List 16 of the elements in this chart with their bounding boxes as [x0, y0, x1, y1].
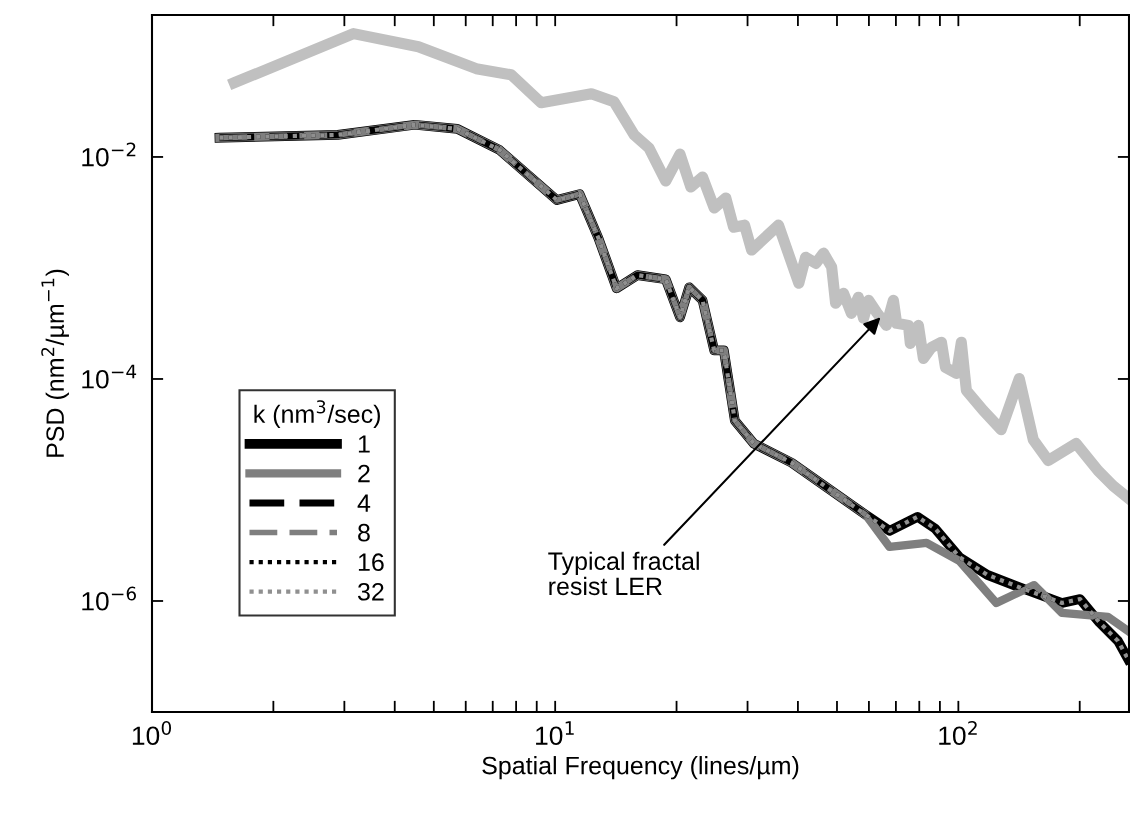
x-tick-label: 10$^{2}$ [939, 721, 977, 746]
y-tick-label: 10$^{−2}$ [82, 142, 136, 167]
legend-label: 4 [357, 494, 371, 512]
legend-label: 32 [357, 582, 384, 601]
annotation: Typical fractal resist LER [548, 551, 699, 596]
x-axis-title: Spatial Frequency (lines/µm) [482, 756, 799, 780]
legend-title: k (nm$^{3}$/sec) [254, 400, 380, 428]
legend-label: 16 [358, 553, 384, 572]
x-tick-label: 10$^{1}$ [536, 721, 574, 746]
x-tick-label: 10$^{0}$ [132, 721, 172, 746]
legend-label: 2 [358, 464, 370, 483]
y-tick-label: 10$^{−4}$ [82, 364, 137, 389]
y-axis-title: PSD (nm$^{2}$/µm$^{−1}$) [41, 269, 69, 457]
y-tick-label: 10$^{−6}$ [82, 586, 136, 611]
legend-label: 1 [358, 435, 370, 453]
legend-label: 8 [358, 523, 370, 542]
